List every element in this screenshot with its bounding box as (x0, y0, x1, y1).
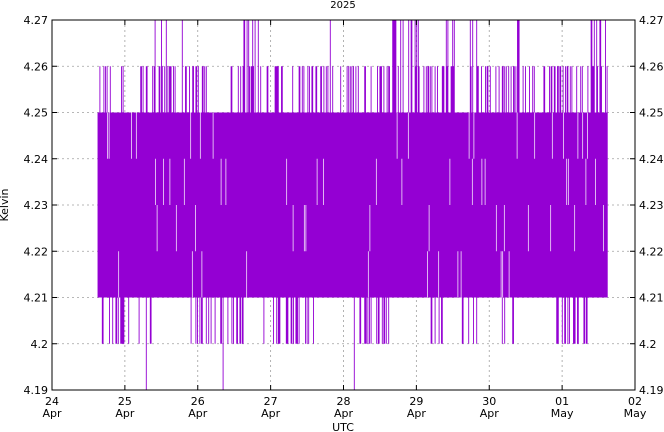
x-tick-label-month: Apr (42, 407, 62, 420)
x-axis: 24Apr25Apr26Apr27Apr28Apr29Apr30Apr01May… (42, 20, 647, 420)
y-axis-label: Kelvin (0, 188, 11, 221)
x-tick-label-month: May (551, 407, 574, 420)
y-tick-label-right: 4.25 (639, 107, 664, 120)
y-tick-label-right: 4.2 (639, 338, 657, 351)
y-tick-label: 4.23 (24, 199, 49, 212)
y-tick-label: 4.2 (31, 338, 49, 351)
y-tick-label-right: 4.23 (639, 199, 664, 212)
x-tick-label-month: Apr (407, 407, 427, 420)
y-tick-label: 4.25 (24, 107, 49, 120)
x-tick-label-month: Apr (261, 407, 281, 420)
x-tick-label-day: 01 (555, 395, 569, 408)
x-tick-label-day: 29 (409, 395, 423, 408)
y-tick-label: 4.22 (24, 245, 49, 258)
y-axis: 4.19 4.19 4.2 4.2 4.21 4.21 4.22 4.22 4.23 4.23 4.… (24, 14, 664, 397)
chart-title: 2025 (330, 0, 355, 11)
x-tick-label-day: 28 (337, 395, 351, 408)
x-tick-label-day: 26 (191, 395, 205, 408)
x-tick-label-day: 24 (45, 395, 59, 408)
x-tick-label-day: 25 (118, 395, 132, 408)
y-tick-label: 4.19 (24, 384, 49, 397)
y-tick-label-right: 4.21 (639, 292, 664, 305)
y-tick-label: 4.21 (24, 292, 49, 305)
x-tick-label-month: Apr (334, 407, 354, 420)
plot-area (97, 20, 608, 390)
series-gaps (107, 112, 604, 298)
x-tick-label-month: Apr (188, 407, 208, 420)
x-tick-label-month: May (624, 407, 647, 420)
y-tick-label-right: 4.27 (639, 14, 664, 27)
x-tick-label-day: 02 (628, 395, 642, 408)
x-tick-label-day: 27 (264, 395, 278, 408)
y-tick-label-right: 4.22 (639, 245, 664, 258)
series-band (97, 112, 608, 298)
y-tick-label-right: 4.24 (639, 153, 664, 166)
y-tick-label: 4.24 (24, 153, 49, 166)
x-tick-label-day: 30 (482, 395, 496, 408)
y-tick-label: 4.27 (24, 14, 49, 27)
x-tick-label-month: Apr (115, 407, 135, 420)
y-tick-label-right: 4.26 (639, 60, 664, 73)
series-line (99, 20, 608, 390)
x-axis-label: UTC (332, 421, 354, 432)
x-tick-label-month: Apr (480, 407, 500, 420)
y-tick-label: 4.26 (24, 60, 49, 73)
y-tick-label-right: 4.19 (639, 384, 664, 397)
